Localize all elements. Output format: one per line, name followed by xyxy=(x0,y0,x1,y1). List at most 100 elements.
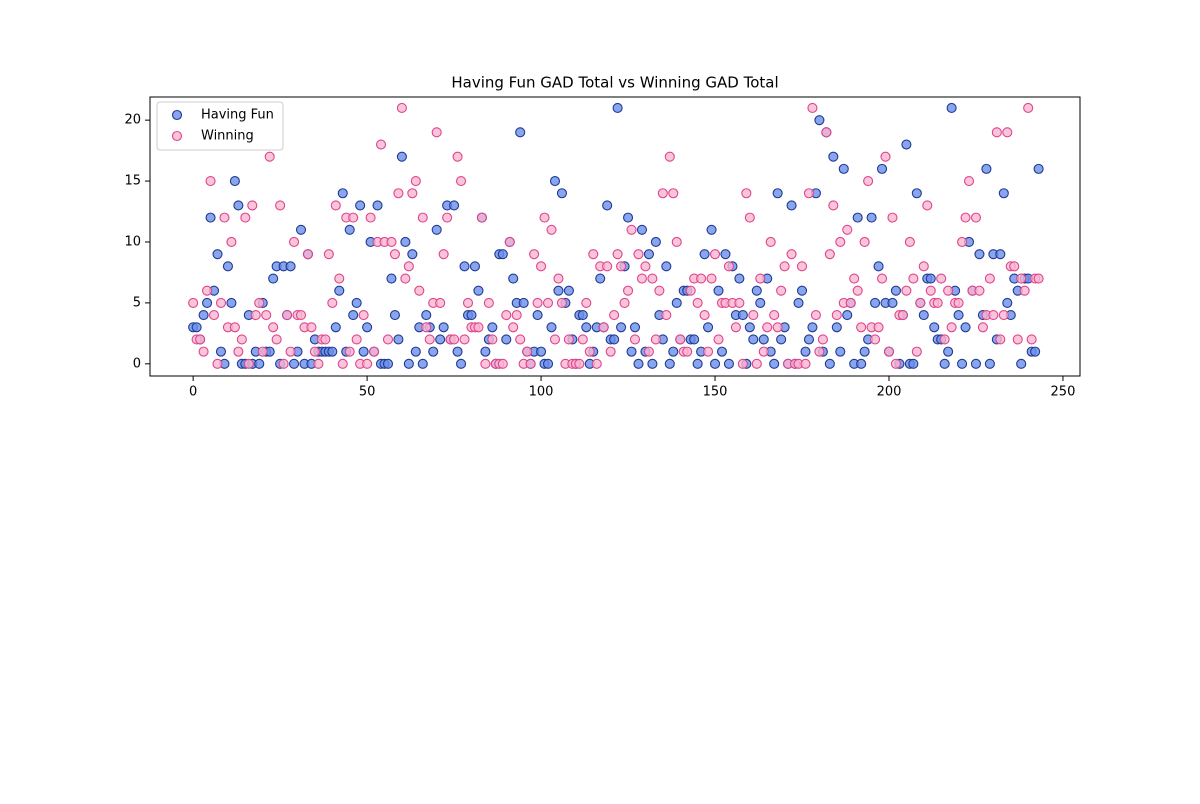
scatter-point xyxy=(925,285,936,296)
scatter-point xyxy=(977,322,988,333)
scatter-point xyxy=(803,188,815,199)
scatter-point xyxy=(532,297,543,308)
scatter-point xyxy=(428,346,439,357)
scatter-point xyxy=(1030,346,1041,357)
scatter-point xyxy=(508,273,519,284)
scatter-point xyxy=(939,334,950,345)
scatter-point xyxy=(612,249,623,260)
scatter-point xyxy=(539,212,550,223)
scatter-point xyxy=(692,358,703,369)
scatter-point xyxy=(233,346,244,357)
scatter-point xyxy=(776,285,787,296)
scatter-point xyxy=(998,188,1009,199)
scatter-point xyxy=(254,297,265,308)
scatter-point xyxy=(970,212,982,223)
scatter-point xyxy=(536,261,547,272)
scatter-point xyxy=(542,297,554,308)
scatter-point xyxy=(633,358,644,369)
scatter-point xyxy=(626,224,637,235)
scatter-point xyxy=(410,176,421,187)
scatter-point xyxy=(577,334,588,345)
scatter-point xyxy=(814,346,825,357)
plot-frame xyxy=(149,96,1081,377)
scatter-point xyxy=(974,249,985,260)
scatter-point xyxy=(932,297,943,308)
scatter-point xyxy=(633,249,644,260)
scatter-point xyxy=(748,310,759,321)
scatter-point xyxy=(1002,127,1013,138)
scatter-point xyxy=(288,358,300,369)
scatter-point xyxy=(831,310,842,321)
scatter-point xyxy=(883,346,895,357)
scatter-point xyxy=(709,249,721,260)
scatter-point xyxy=(765,236,776,248)
scatter-point xyxy=(243,358,254,369)
scatter-point xyxy=(876,163,888,174)
scatter-point xyxy=(897,310,908,321)
legend-box xyxy=(156,101,284,151)
scatter-point xyxy=(438,249,449,260)
scatter-point xyxy=(393,334,404,345)
scatter-point xyxy=(240,212,251,223)
legend-marker xyxy=(171,130,183,142)
scatter-point xyxy=(268,273,279,284)
scatter-point xyxy=(473,285,484,296)
scatter-point xyxy=(205,176,216,187)
scatter-point xyxy=(323,249,334,260)
scatter-point xyxy=(824,358,835,369)
scatter-point xyxy=(309,346,320,357)
scatter-point xyxy=(344,224,355,235)
y-tick-label: 0 xyxy=(133,356,141,371)
scatter-point xyxy=(278,358,289,369)
scatter-point xyxy=(549,176,561,187)
scatter-point xyxy=(887,212,898,223)
scatter-point xyxy=(842,310,853,321)
scatter-point xyxy=(532,310,543,321)
scatter-point xyxy=(772,188,783,199)
scatter-point xyxy=(327,346,338,357)
scatter-point xyxy=(887,297,898,308)
scatter-point xyxy=(870,334,881,345)
scatter-point xyxy=(692,297,703,308)
scatter-point xyxy=(1019,285,1030,296)
scatter-point xyxy=(960,322,971,333)
scatter-point xyxy=(957,358,968,369)
scatter-point xyxy=(403,358,414,369)
scatter-point xyxy=(828,151,839,162)
scatter-point xyxy=(654,285,665,296)
scatter-point xyxy=(542,358,554,369)
scatter-point xyxy=(417,212,428,223)
scatter-point xyxy=(824,249,835,260)
scatter-point xyxy=(421,310,432,321)
scatter-point xyxy=(856,322,867,333)
scatter-point xyxy=(400,273,411,284)
scatter-point xyxy=(202,297,213,308)
scatter-point xyxy=(661,310,672,321)
scatter-point xyxy=(295,224,307,235)
scatter-point xyxy=(581,322,592,333)
scatter-point xyxy=(208,310,220,321)
x-tick-label: 0 xyxy=(189,385,197,400)
scatter-point xyxy=(487,322,498,333)
scatter-point xyxy=(650,334,661,345)
scatter-point xyxy=(226,297,237,308)
scatter-point xyxy=(407,249,418,260)
scatter-point xyxy=(188,297,199,308)
scatter-point xyxy=(661,261,672,272)
scatter-point xyxy=(372,200,383,211)
scatter-point xyxy=(334,273,345,284)
x-tick-label: 50 xyxy=(359,385,376,400)
scatter-point xyxy=(890,358,901,369)
scatter-point xyxy=(936,273,947,284)
scatter-point xyxy=(741,188,752,199)
scatter-point xyxy=(518,297,529,308)
scatter-point xyxy=(636,273,648,284)
scatter-point xyxy=(995,334,1006,345)
scatter-point xyxy=(821,127,832,138)
scatter-point xyxy=(689,334,700,345)
scatter-point xyxy=(344,346,355,357)
scatter-point xyxy=(529,249,540,260)
scatter-point xyxy=(957,236,968,248)
scatter-point xyxy=(643,249,654,260)
scatter-point xyxy=(215,297,227,308)
